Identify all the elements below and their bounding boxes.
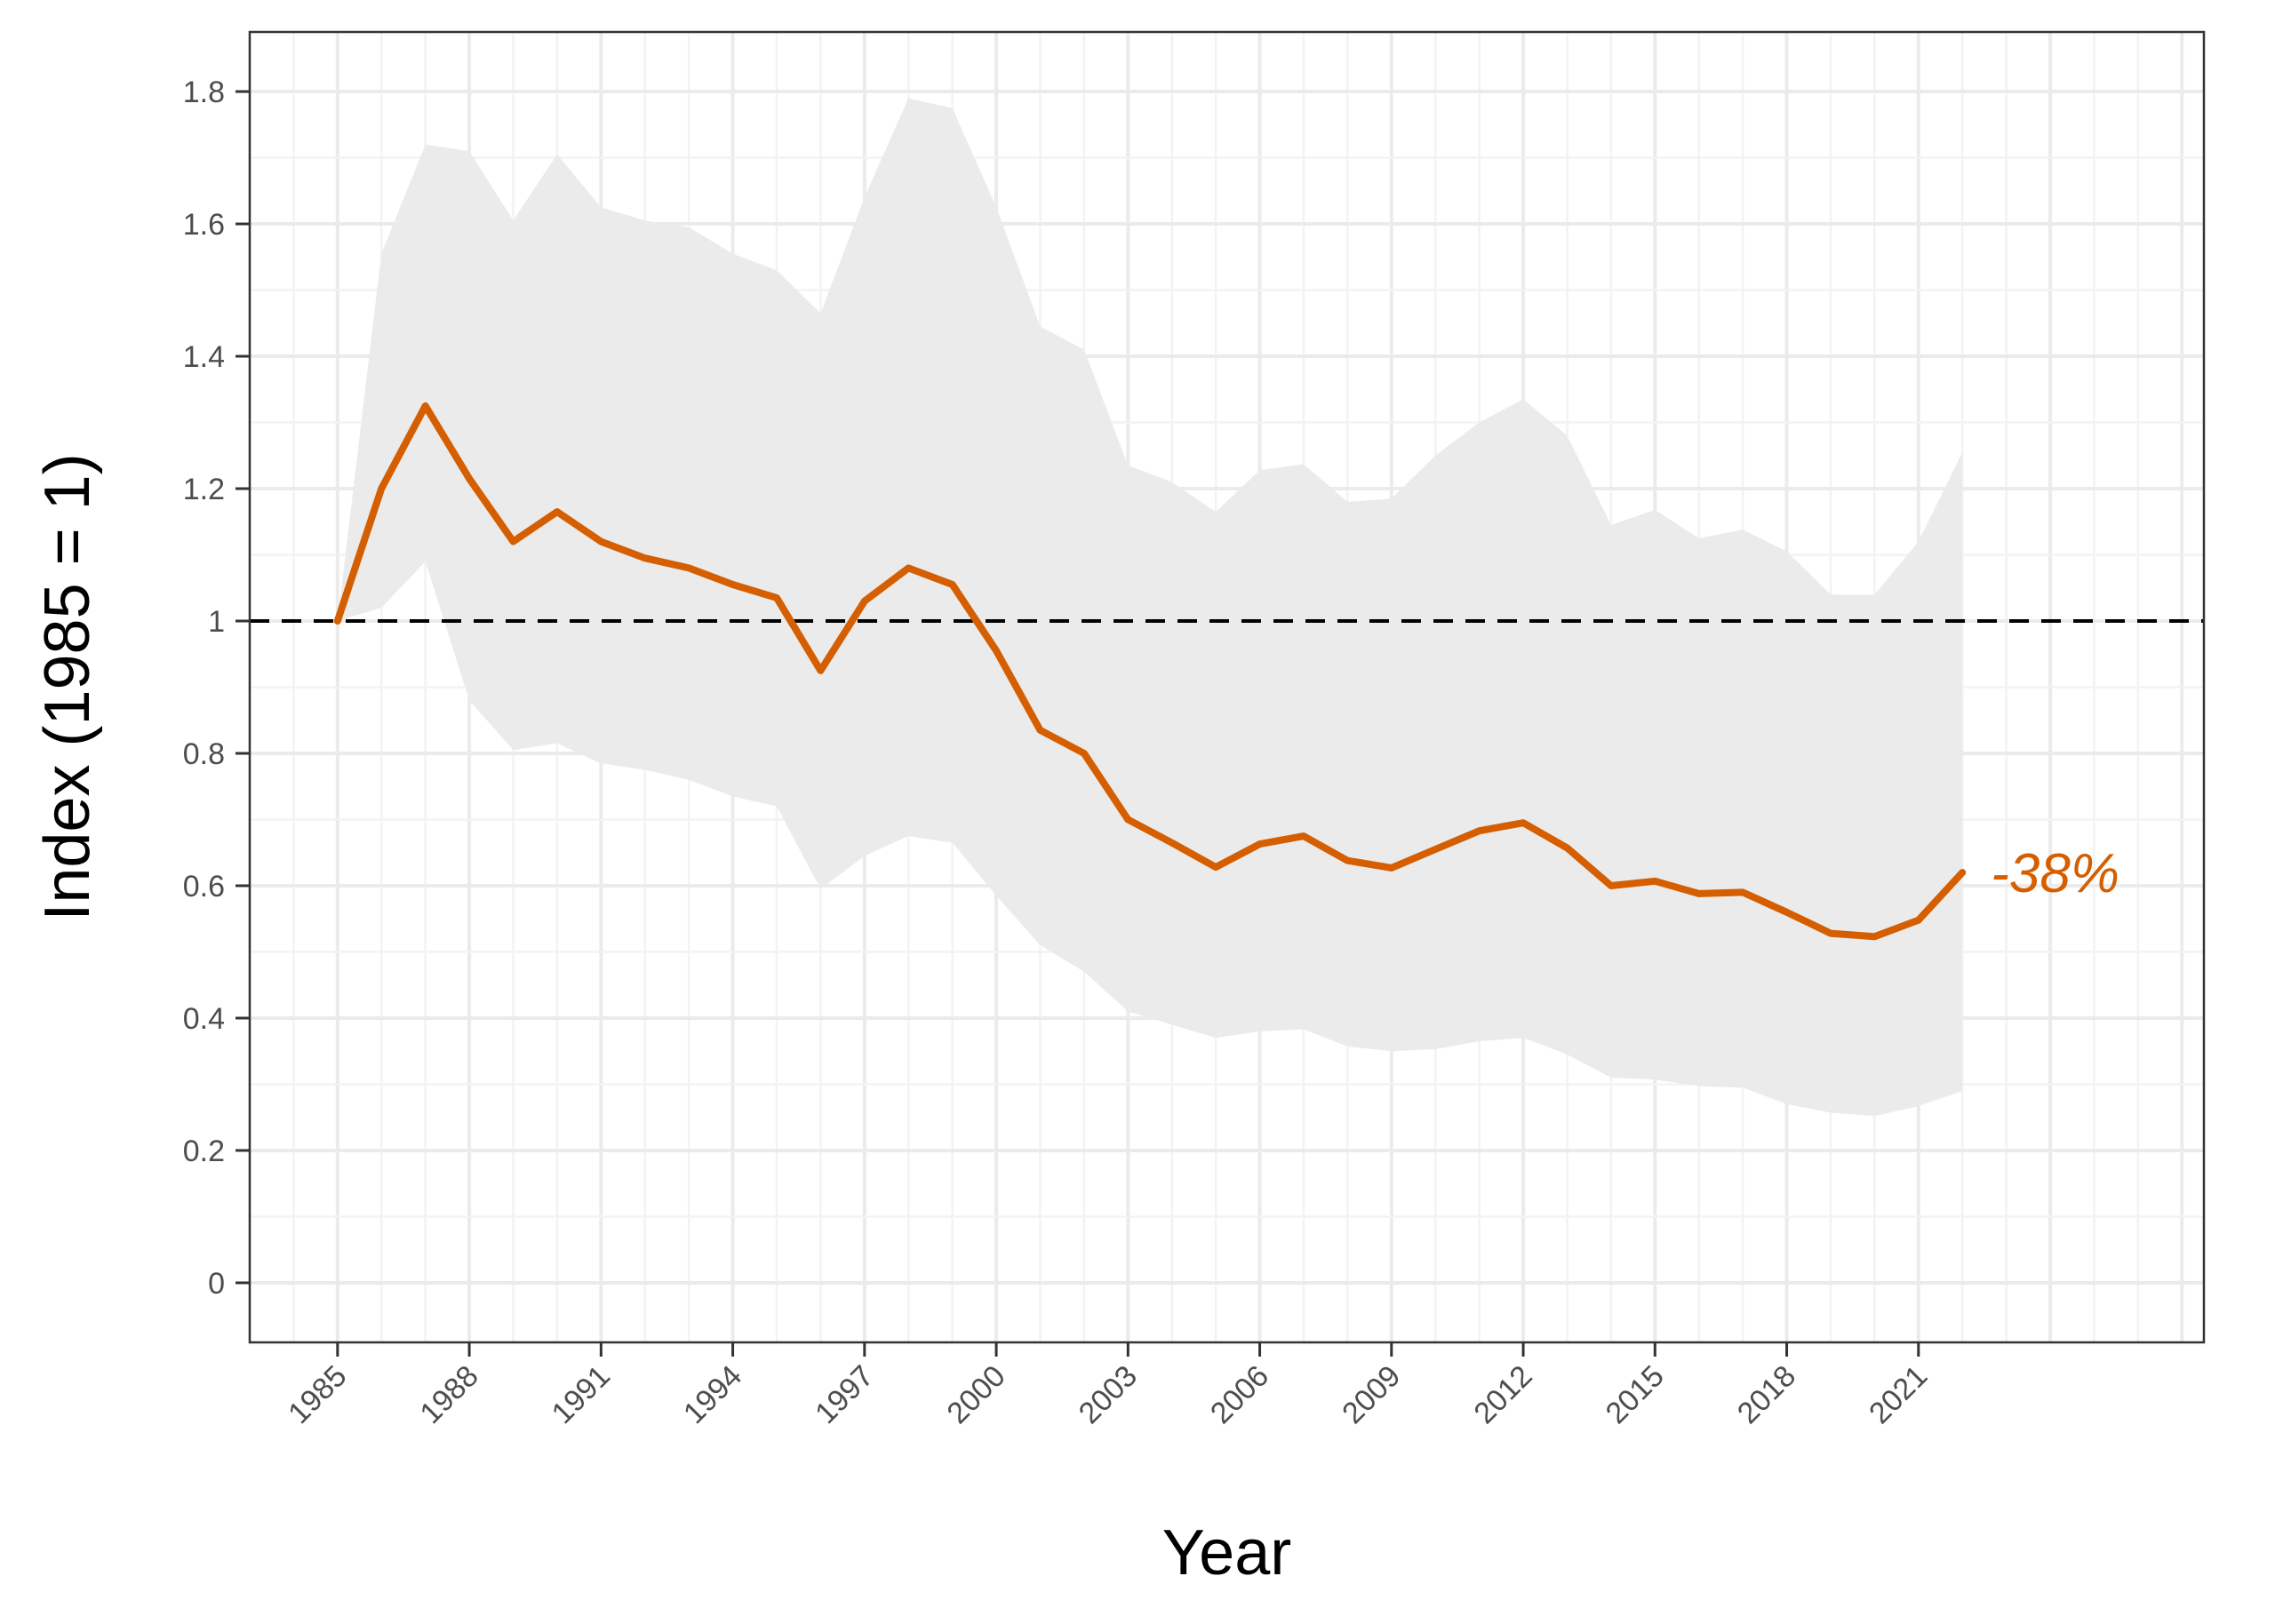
data-point-2016 bbox=[1696, 890, 1703, 897]
data-point-2019 bbox=[1827, 930, 1834, 937]
x-tick-label: 1988 bbox=[413, 1359, 484, 1430]
x-tick-label: 2003 bbox=[1073, 1359, 1144, 1430]
data-point-2004 bbox=[1169, 840, 1176, 847]
x-axis: 1985 1988 1991 1994 1997 2000 2003 2006 2009 2012… bbox=[282, 1342, 1934, 1430]
data-point-2003 bbox=[1124, 816, 1131, 823]
x-tick-label: 2000 bbox=[940, 1359, 1011, 1430]
data-point-1986 bbox=[378, 485, 385, 492]
x-tick-label: 2006 bbox=[1204, 1359, 1275, 1430]
x-tick-label: 1991 bbox=[546, 1359, 617, 1430]
y-tick-label: 0.4 bbox=[183, 1002, 225, 1036]
data-point-2007 bbox=[1300, 832, 1307, 840]
confidence-band bbox=[337, 98, 1963, 1117]
data-point-2002 bbox=[1081, 750, 1088, 757]
x-tick-label: 1985 bbox=[282, 1359, 353, 1430]
y-tick-label: 1.6 bbox=[183, 208, 225, 242]
data-point-2017 bbox=[1739, 888, 1746, 896]
x-tick-label: 2015 bbox=[1600, 1359, 1671, 1430]
data-point-1997 bbox=[861, 598, 868, 605]
data-point-1991 bbox=[597, 538, 604, 545]
data-point-1999 bbox=[949, 581, 956, 588]
data-point-2018 bbox=[1784, 909, 1791, 916]
data-point-1988 bbox=[466, 475, 473, 482]
y-tick-label: 0 bbox=[208, 1267, 225, 1301]
y-tick-label: 0.8 bbox=[183, 737, 225, 771]
x-tick-label: 1994 bbox=[677, 1359, 748, 1430]
data-point-1989 bbox=[509, 538, 516, 545]
x-tick-label: 2009 bbox=[1336, 1359, 1407, 1430]
y-tick-label: 1 bbox=[208, 605, 225, 639]
panel-border bbox=[248, 30, 2206, 1344]
data-point-2000 bbox=[993, 648, 1000, 655]
data-point-2014 bbox=[1608, 882, 1615, 889]
data-point-2010 bbox=[1432, 846, 1439, 853]
y-tick-label: 0.6 bbox=[183, 870, 225, 904]
data-point-1996 bbox=[817, 667, 824, 674]
data-point-2013 bbox=[1563, 845, 1570, 852]
x-tick-label: 2018 bbox=[1731, 1359, 1802, 1430]
x-axis-title: Year bbox=[1162, 1517, 1291, 1588]
data-point-1987 bbox=[422, 402, 429, 410]
x-tick-label: 2012 bbox=[1467, 1359, 1538, 1430]
data-point-2015 bbox=[1651, 878, 1658, 885]
data-point-2009 bbox=[1388, 864, 1395, 872]
data-point-1992 bbox=[642, 554, 649, 561]
y-axis: 0 0.2 0.4 0.6 0.8 1 1.2 1.4 1.6 1.8 bbox=[183, 76, 250, 1301]
data-point-2008 bbox=[1344, 857, 1351, 864]
data-point-1998 bbox=[905, 564, 912, 571]
change-annotation: -38% bbox=[1991, 843, 2119, 904]
data-point-2006 bbox=[1257, 840, 1264, 848]
y-tick-label: 1.2 bbox=[183, 473, 225, 506]
data-point-2022 bbox=[1959, 869, 1966, 876]
x-tick-label: 1997 bbox=[809, 1359, 880, 1430]
x-tick-label: 2021 bbox=[1863, 1359, 1934, 1430]
index-series-line bbox=[333, 402, 1967, 941]
y-tick-label: 0.2 bbox=[183, 1134, 225, 1168]
data-point-2020 bbox=[1871, 933, 1878, 940]
data-point-1993 bbox=[685, 564, 692, 571]
y-tick-label: 1.8 bbox=[183, 76, 225, 109]
data-point-2005 bbox=[1212, 864, 1219, 871]
y-axis-title: Index (1985 = 1) bbox=[32, 453, 103, 920]
data-point-1994 bbox=[730, 581, 737, 588]
data-point-2011 bbox=[1476, 827, 1483, 834]
data-point-1985 bbox=[334, 617, 341, 625]
data-point-2021 bbox=[1915, 917, 1922, 924]
data-point-1995 bbox=[773, 594, 780, 601]
data-point-2001 bbox=[1036, 727, 1043, 734]
data-point-2012 bbox=[1520, 819, 1527, 826]
y-tick-label: 1.4 bbox=[183, 340, 225, 374]
data-point-1990 bbox=[554, 508, 561, 515]
